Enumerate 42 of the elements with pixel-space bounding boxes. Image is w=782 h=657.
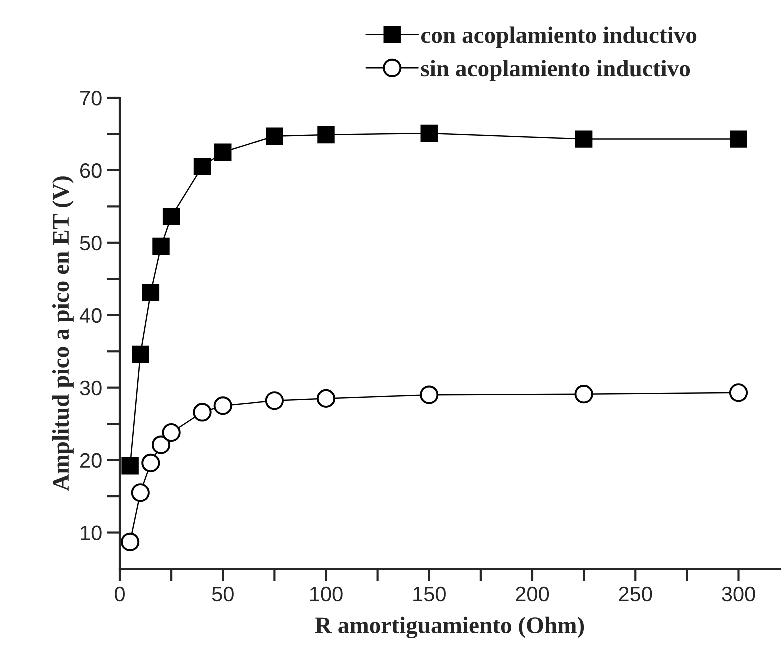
x-tick-label: 0 (115, 586, 125, 602)
legend-label: sin acoplamiento inductivo (421, 60, 690, 82)
y-tick-label: 50 (80, 236, 102, 251)
point (574, 385, 594, 404)
point (266, 128, 284, 146)
legend-label: con acoplamiento inductivo (422, 26, 697, 48)
point (162, 208, 180, 226)
y-tick-label: 70 (80, 91, 102, 106)
y-tick-label: 40 (80, 308, 102, 324)
point (318, 126, 335, 144)
point (132, 346, 150, 364)
x-tick-label: 300 (722, 586, 756, 602)
point (152, 238, 170, 256)
point (131, 484, 150, 502)
y-tick-label: 20 (80, 453, 102, 468)
y-axis-title: Amplitud pico a pico en ET (V) (52, 176, 74, 492)
y-tick-label: 60 (80, 163, 102, 178)
point (316, 389, 336, 408)
x-tick-label: 250 (619, 586, 652, 602)
point (214, 396, 232, 416)
point (122, 457, 139, 475)
y-tick-label: 30 (80, 380, 102, 396)
point (193, 403, 212, 422)
point (194, 158, 212, 176)
x-axis-title: R amortiguamiento (Ohm) (315, 616, 584, 638)
point (420, 386, 439, 404)
point (142, 284, 160, 302)
point (121, 532, 140, 552)
x-tick-label: 100 (310, 586, 343, 602)
point (730, 130, 748, 148)
point (162, 423, 181, 442)
point (729, 384, 748, 402)
x-tick-label: 50 (212, 586, 234, 602)
point (142, 454, 160, 473)
point (575, 130, 593, 148)
point (152, 436, 171, 454)
point (420, 124, 438, 142)
point (265, 392, 284, 410)
y-tick-label: 10 (81, 526, 102, 541)
point (214, 144, 232, 161)
x-tick-label: 150 (414, 586, 446, 602)
x-tick-label: 200 (516, 586, 550, 602)
